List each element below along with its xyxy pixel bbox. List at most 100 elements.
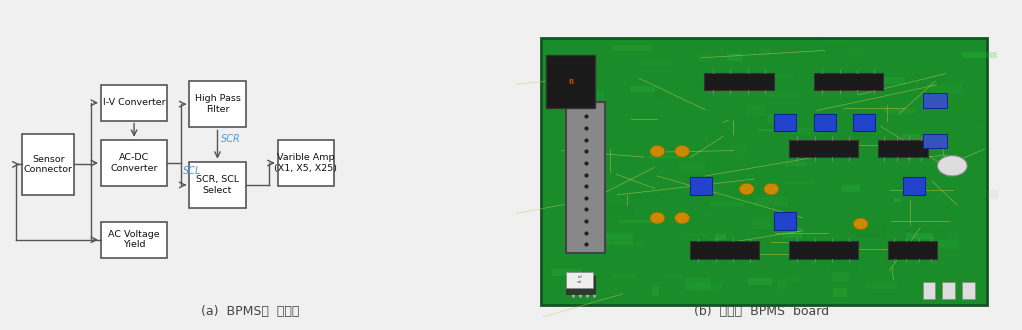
Ellipse shape [675, 212, 690, 224]
FancyBboxPatch shape [930, 240, 945, 248]
FancyBboxPatch shape [796, 246, 828, 256]
FancyBboxPatch shape [101, 222, 168, 257]
FancyBboxPatch shape [649, 156, 686, 159]
FancyBboxPatch shape [931, 83, 962, 93]
FancyBboxPatch shape [22, 134, 74, 195]
FancyBboxPatch shape [903, 229, 941, 239]
FancyBboxPatch shape [679, 162, 705, 171]
FancyBboxPatch shape [601, 234, 633, 245]
FancyBboxPatch shape [902, 178, 925, 195]
FancyBboxPatch shape [888, 241, 937, 259]
FancyBboxPatch shape [566, 276, 596, 294]
FancyBboxPatch shape [863, 163, 871, 166]
FancyBboxPatch shape [639, 62, 672, 65]
FancyBboxPatch shape [947, 233, 957, 242]
FancyBboxPatch shape [870, 78, 905, 84]
FancyBboxPatch shape [613, 45, 652, 50]
FancyBboxPatch shape [854, 73, 872, 85]
FancyBboxPatch shape [884, 108, 916, 113]
FancyBboxPatch shape [690, 178, 712, 195]
FancyBboxPatch shape [769, 114, 793, 123]
FancyBboxPatch shape [691, 283, 722, 290]
Text: Sensor
Connector: Sensor Connector [24, 155, 73, 174]
FancyBboxPatch shape [708, 97, 721, 102]
FancyBboxPatch shape [709, 202, 744, 207]
FancyBboxPatch shape [670, 91, 678, 93]
FancyBboxPatch shape [814, 114, 836, 131]
FancyBboxPatch shape [931, 156, 938, 165]
FancyBboxPatch shape [619, 220, 655, 223]
FancyBboxPatch shape [759, 48, 770, 55]
FancyBboxPatch shape [822, 39, 845, 44]
FancyBboxPatch shape [833, 288, 847, 297]
Ellipse shape [739, 183, 754, 195]
Ellipse shape [937, 156, 967, 176]
FancyBboxPatch shape [685, 278, 710, 290]
FancyBboxPatch shape [703, 244, 711, 250]
FancyBboxPatch shape [754, 229, 794, 231]
FancyBboxPatch shape [746, 105, 765, 115]
Text: ref
val: ref val [577, 275, 583, 284]
FancyBboxPatch shape [758, 129, 789, 131]
FancyBboxPatch shape [566, 272, 593, 288]
FancyBboxPatch shape [831, 261, 858, 272]
FancyBboxPatch shape [697, 213, 712, 216]
FancyBboxPatch shape [704, 73, 774, 90]
FancyBboxPatch shape [566, 102, 605, 253]
FancyBboxPatch shape [786, 277, 802, 281]
FancyBboxPatch shape [832, 272, 849, 282]
Ellipse shape [650, 146, 665, 157]
FancyBboxPatch shape [938, 240, 959, 249]
FancyBboxPatch shape [774, 114, 796, 131]
Text: (a)  BPMS의  구성도: (a) BPMS의 구성도 [201, 305, 299, 318]
Text: High Pass
Filter: High Pass Filter [194, 94, 240, 114]
FancyBboxPatch shape [752, 218, 773, 229]
FancyBboxPatch shape [878, 140, 928, 157]
FancyBboxPatch shape [848, 49, 863, 53]
FancyBboxPatch shape [631, 86, 655, 92]
FancyBboxPatch shape [621, 194, 659, 199]
FancyBboxPatch shape [786, 162, 807, 166]
FancyBboxPatch shape [770, 94, 800, 97]
Ellipse shape [650, 212, 665, 224]
FancyBboxPatch shape [554, 100, 574, 110]
FancyBboxPatch shape [698, 53, 712, 62]
FancyBboxPatch shape [189, 81, 245, 127]
FancyBboxPatch shape [774, 212, 796, 230]
Text: AC-DC
Converter: AC-DC Converter [110, 153, 157, 173]
Text: SCR, SCL
Select: SCR, SCL Select [196, 175, 239, 195]
Ellipse shape [675, 146, 690, 157]
FancyBboxPatch shape [563, 40, 571, 48]
FancyBboxPatch shape [101, 140, 168, 186]
FancyBboxPatch shape [842, 185, 860, 191]
FancyBboxPatch shape [663, 276, 683, 277]
FancyBboxPatch shape [964, 190, 997, 199]
Text: I-V Converter: I-V Converter [103, 98, 166, 107]
FancyBboxPatch shape [782, 227, 802, 238]
FancyBboxPatch shape [552, 269, 580, 276]
FancyBboxPatch shape [942, 282, 955, 299]
FancyBboxPatch shape [614, 242, 644, 246]
FancyBboxPatch shape [652, 286, 659, 296]
FancyBboxPatch shape [682, 234, 707, 236]
FancyBboxPatch shape [905, 233, 934, 239]
FancyBboxPatch shape [704, 186, 715, 192]
FancyBboxPatch shape [715, 234, 727, 240]
FancyBboxPatch shape [973, 120, 985, 122]
FancyBboxPatch shape [866, 282, 896, 289]
FancyBboxPatch shape [690, 241, 759, 259]
FancyBboxPatch shape [688, 175, 726, 182]
FancyBboxPatch shape [901, 134, 921, 144]
FancyBboxPatch shape [778, 280, 786, 289]
FancyBboxPatch shape [608, 204, 634, 215]
FancyBboxPatch shape [789, 140, 858, 157]
Ellipse shape [764, 183, 779, 195]
FancyBboxPatch shape [790, 128, 822, 134]
FancyBboxPatch shape [920, 142, 956, 144]
FancyBboxPatch shape [278, 140, 334, 186]
FancyBboxPatch shape [727, 53, 742, 61]
FancyBboxPatch shape [814, 73, 883, 90]
FancyBboxPatch shape [654, 89, 664, 99]
FancyBboxPatch shape [917, 235, 933, 242]
FancyBboxPatch shape [731, 145, 747, 154]
